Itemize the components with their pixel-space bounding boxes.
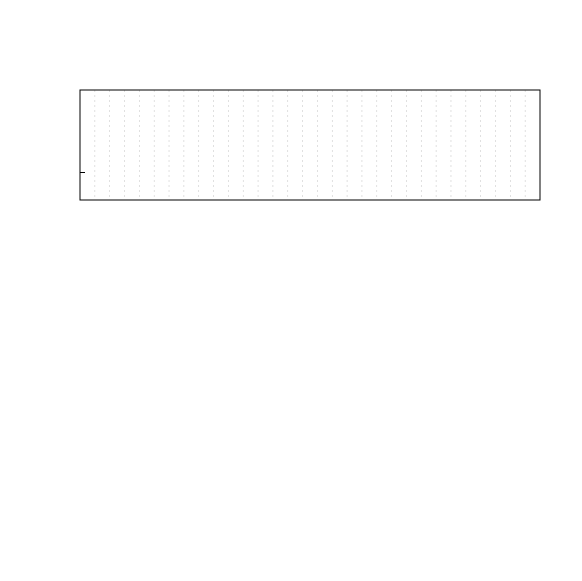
chart-svg (0, 0, 582, 581)
chart-container: { "title_main": "188 HILO, HAWAII, HI", … (0, 0, 582, 581)
